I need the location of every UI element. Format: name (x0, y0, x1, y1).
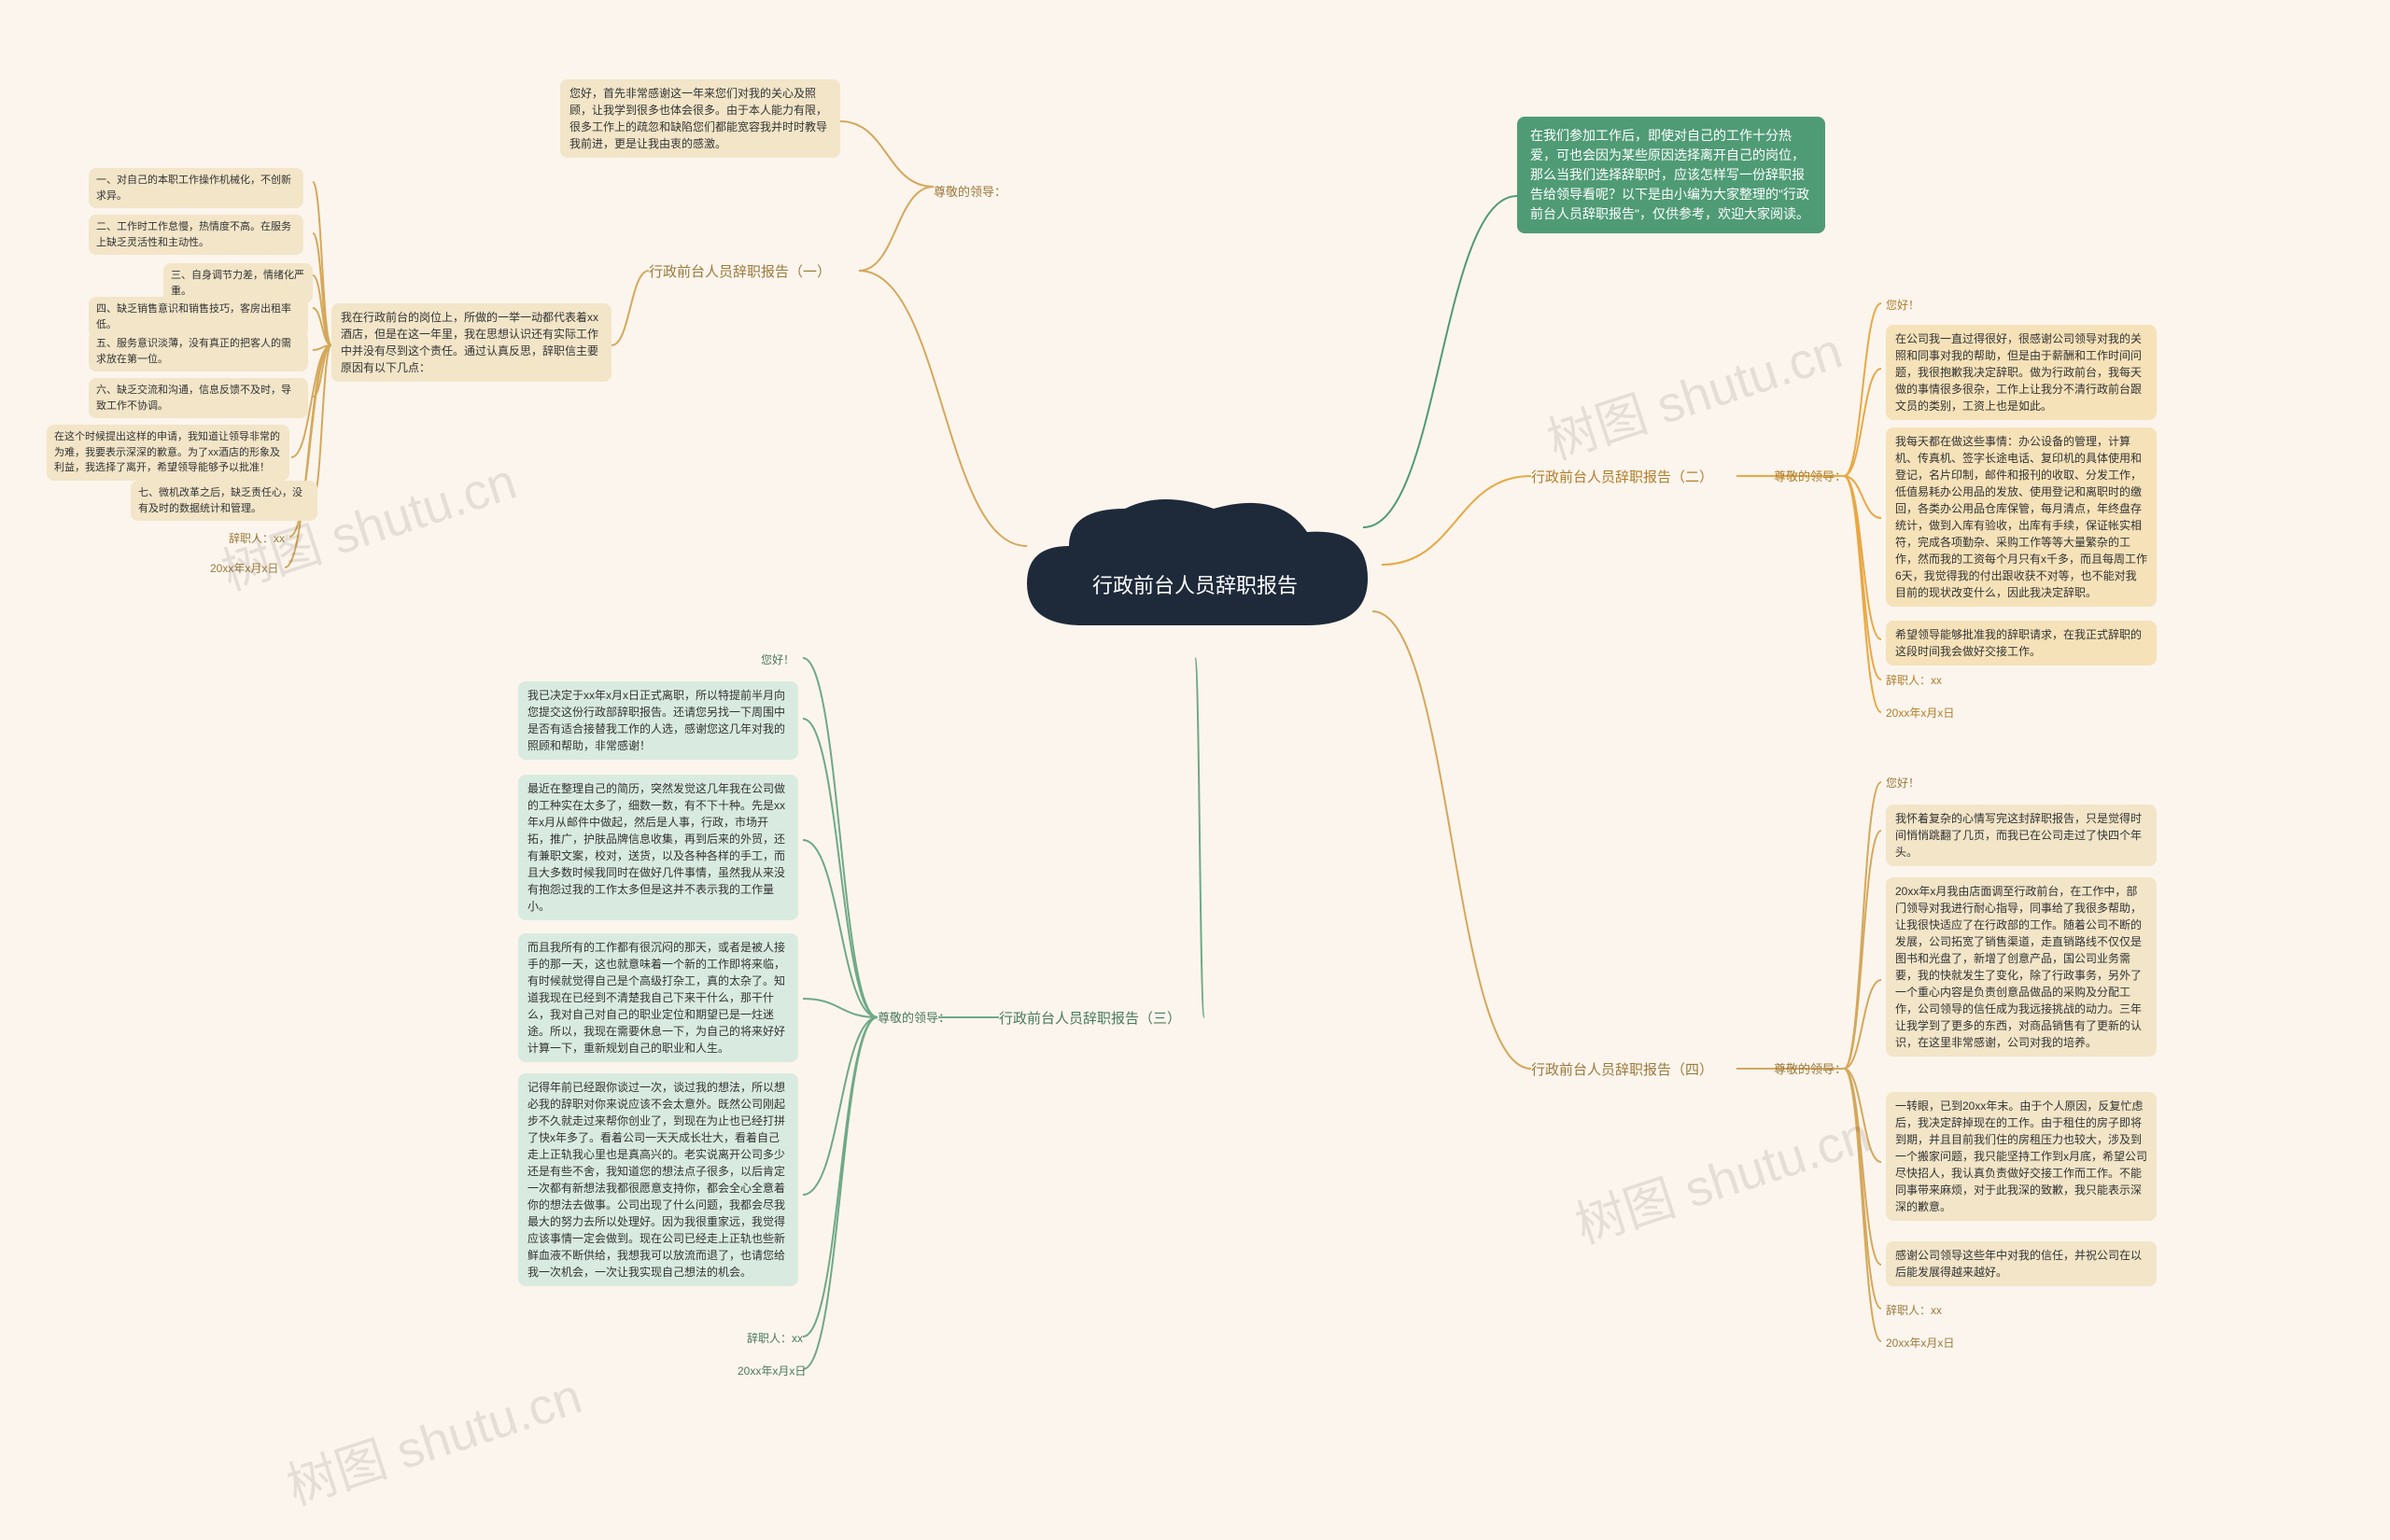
branch2-greeting: 您好！ (1886, 297, 1919, 313)
branch2-greeting-label: 尊敬的领导： (1774, 467, 1847, 484)
branch3-para-2: 最近在整理自己的简历，突然发觉这几年我在公司做的工种实在太多了，细数一数，有不下… (518, 775, 798, 920)
branch4-signoff-name: 辞职人：xx (1886, 1302, 1942, 1318)
branch3-greeting-label: 尊敬的领导： (878, 1008, 950, 1026)
branch1-point-6: 六、缺乏交流和沟通，信息反馈不及时，导致工作不协调。 (89, 378, 308, 418)
branch4-greeting: 您好！ (1886, 775, 1919, 791)
branch1-greeting-label: 尊敬的领导： (934, 182, 1006, 200)
branch3-label: 行政前台人员辞职报告（三） (999, 1008, 1181, 1028)
branch1-point-5: 五、服务意识淡薄，没有真正的把客人的需求放在第一位。 (89, 331, 308, 371)
branch1-point-2: 二、工作时工作怠慢，热情度不高。在服务上缺乏灵活性和主动性。 (89, 215, 303, 255)
branch4-label: 行政前台人员辞职报告（四） (1531, 1059, 1713, 1079)
branch4-greeting-label: 尊敬的领导： (1774, 1059, 1847, 1077)
watermark-2: 树图 shutu.cn (1537, 309, 1850, 473)
branch2-signoff-name: 辞职人：xx (1886, 672, 1942, 688)
branch3-greeting: 您好！ (761, 651, 794, 667)
branch1-signoff-date: 20xx年x月x日 (210, 560, 278, 576)
watermark-4: 树图 shutu.cn (276, 1354, 590, 1519)
center-title: 行政前台人员辞职报告 (999, 569, 1391, 599)
center-cloud: 行政前台人员辞职报告 (999, 485, 1391, 663)
branch1-greeting-box: 您好，首先非常感谢这一年来您们对我的关心及照顾，让我学到很多也体会很多。由于本人… (560, 79, 840, 158)
branch1-point-7: 七、微机改革之后，缺乏责任心，没有及时的数据统计和管理。 (131, 481, 317, 521)
branch2-para-2: 我每天都在做这些事情：办公设备的管理，计算机、传真机、签字长途电话、复印机的具体… (1886, 427, 2157, 607)
branch2-label: 行政前台人员辞职报告（二） (1531, 467, 1713, 486)
branch1-closing: 在这个时候提出这样的申请，我知道让领导非常的为难，我要表示深深的歉意。为了xx酒… (47, 425, 289, 481)
branch2-para-1: 在公司我一直过得很好，很感谢公司领导对我的关照和同事对我的帮助，但是由于薪酬和工… (1886, 325, 2157, 420)
branch4-para-2: 20xx年x月我由店面调至行政前台，在工作中，部门领导对我进行耐心指导，同事给了… (1886, 877, 2157, 1057)
branch1-signoff-name: 辞职人：xx (229, 530, 285, 546)
branch3-para-4: 记得年前已经跟你谈过一次，谈过我的想法，所以想必我的辞职对你来说应该不会太意外。… (518, 1073, 798, 1286)
intro-box: 在我们参加工作后，即使对自己的工作十分热爱，可也会因为某些原因选择离开自己的岗位… (1517, 117, 1825, 233)
branch4-signoff-date: 20xx年x月x日 (1886, 1335, 1954, 1351)
branch4-para-3: 一转眼，已到20xx年末。由于个人原因，反复忙虑后，我决定辞掉现在的工作。由于租… (1886, 1092, 2157, 1221)
branch3-signoff-name: 辞职人：xx (747, 1330, 803, 1346)
watermark-3: 树图 shutu.cn (1565, 1093, 1878, 1257)
branch2-signoff-date: 20xx年x月x日 (1886, 705, 1954, 721)
branch2-para-3: 希望领导能够批准我的辞职请求，在我正式辞职的这段时间我会做好交接工作。 (1886, 621, 2157, 665)
branch3-signoff-date: 20xx年x月x日 (738, 1363, 806, 1379)
branch1-intro-box: 我在行政前台的岗位上，所做的一举一动都代表着xx酒店，但是在这一年里，我在思想认… (331, 303, 612, 382)
branch3-para-3: 而且我所有的工作都有很沉闷的那天，或者是被人接手的那一天，这也就意味着一个新的工… (518, 933, 798, 1062)
branch4-para-4: 感谢公司领导这些年中对我的信任，并祝公司在以后能发展得越来越好。 (1886, 1241, 2157, 1286)
branch1-label: 行政前台人员辞职报告（一） (649, 261, 831, 281)
branch3-para-1: 我已决定于xx年x月x日正式离职，所以特提前半月向您提交这份行政部辞职报告。还请… (518, 681, 798, 760)
branch1-point-1: 一、对自己的本职工作操作机械化，不创新求异。 (89, 168, 303, 208)
branch4-para-1: 我怀着复杂的心情写完这封辞职报告，只是觉得时间悄悄跳翻了几页，而我已在公司走过了… (1886, 805, 2157, 866)
